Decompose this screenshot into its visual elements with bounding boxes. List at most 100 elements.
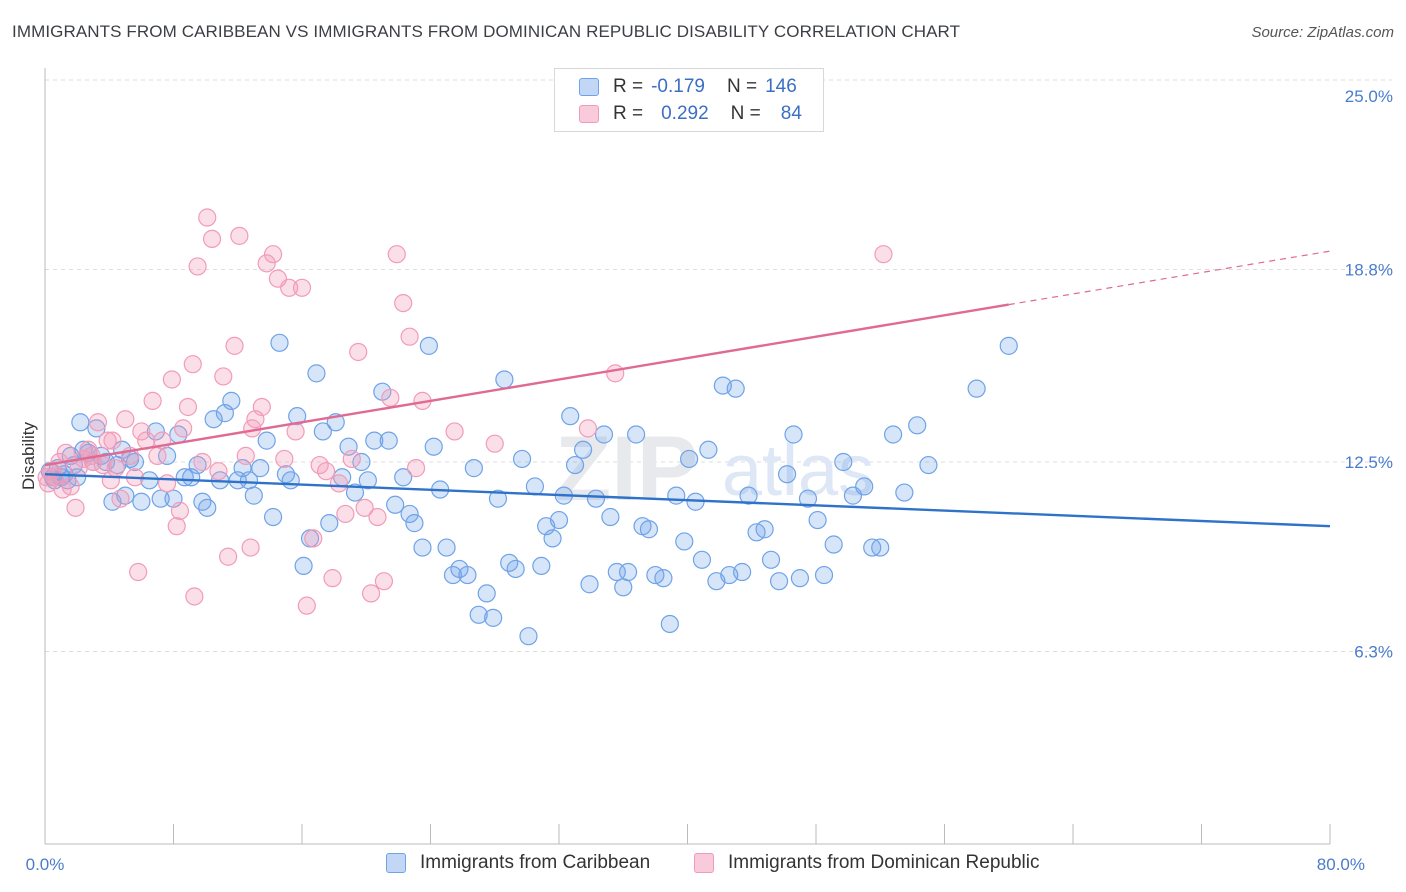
point-caribbean (586, 489, 606, 508)
point-caribbean (405, 514, 424, 533)
point-caribbean (660, 614, 679, 634)
legend-r-label: R = (613, 103, 644, 124)
point-dominican (263, 245, 283, 264)
point-dominican (103, 431, 122, 450)
point-caribbean (495, 370, 514, 389)
point-caribbean (288, 407, 307, 426)
point-caribbean (125, 452, 145, 472)
point-caribbean (834, 452, 853, 472)
point-caribbean (769, 572, 789, 591)
legend-row-dominican: R = 0.292 N = 84 (579, 102, 802, 126)
point-dominican (252, 397, 271, 417)
point-dominican (129, 562, 148, 582)
point-dominican (275, 449, 294, 469)
point-caribbean (525, 477, 545, 496)
point-caribbean (967, 379, 986, 398)
point-dominican (106, 459, 125, 478)
point-caribbean (424, 437, 443, 456)
point-caribbean (419, 336, 438, 355)
legend-swatch-dominican (579, 105, 599, 123)
point-caribbean (484, 608, 503, 627)
legend-label-caribbean: Immigrants from Caribbean (420, 852, 651, 873)
point-caribbean (386, 495, 405, 514)
legend-swatch-dominican (694, 853, 714, 873)
point-caribbean (281, 471, 300, 490)
point-caribbean (855, 477, 874, 496)
point-dominican (143, 391, 162, 410)
point-caribbean (601, 507, 620, 527)
legend-item-caribbean: Immigrants from Caribbean (386, 852, 650, 874)
point-caribbean (883, 425, 903, 444)
point-dominican (606, 364, 625, 383)
point-dominican (167, 517, 186, 536)
point-caribbean (175, 468, 194, 487)
point-caribbean (469, 605, 488, 624)
chart-source: Source: ZipAtlas.com (1251, 24, 1394, 41)
trend-line-dominican (44, 303, 1009, 467)
correlation-legend: R = -0.179 N = 146 R = 0.292 N = 84 (554, 68, 824, 132)
point-caribbean (573, 440, 593, 459)
legend-n-label: N = (726, 76, 758, 97)
point-caribbean (358, 471, 377, 490)
point-caribbean (270, 333, 289, 352)
point-caribbean (824, 535, 843, 554)
y-tick-label: 25.0% (1345, 87, 1393, 106)
legend-n-value: 146 (765, 76, 797, 97)
point-dominican (257, 254, 276, 273)
legend-r-value: -0.179 (651, 76, 705, 97)
point-caribbean (512, 449, 532, 469)
point-dominican (578, 419, 598, 438)
point-caribbean (257, 431, 276, 450)
point-caribbean (680, 449, 699, 469)
point-caribbean (777, 465, 797, 484)
trend-lines (44, 250, 1331, 528)
point-caribbean (263, 507, 283, 527)
y-tick-label: 6.3% (1354, 642, 1393, 661)
point-caribbean (307, 364, 326, 383)
point-caribbean (739, 486, 758, 505)
point-dominican (349, 342, 368, 362)
x-tick-label: 0.0% (26, 855, 65, 874)
point-dominican (56, 443, 75, 462)
point-dominican (280, 278, 299, 297)
point-dominican (387, 245, 406, 264)
legend-swatch-caribbean (386, 853, 406, 873)
point-dominican (66, 498, 85, 517)
point-caribbean (699, 440, 718, 459)
point-dominican (336, 504, 355, 524)
point-caribbean (784, 425, 803, 444)
point-caribbean (151, 489, 170, 508)
trend-line-caribbean (44, 473, 1331, 528)
legend-r-value: 0.292 (661, 103, 709, 124)
chart-title: IMMIGRANTS FROM CARIBBEAN VS IMMIGRANTS … (12, 22, 961, 41)
point-dominican (183, 355, 202, 374)
point-caribbean (654, 569, 673, 588)
legend-n-label: N = (730, 103, 761, 124)
point-caribbean (222, 391, 241, 410)
point-dominican (202, 229, 222, 249)
point-dominican (219, 547, 238, 566)
point-caribbean (726, 379, 745, 398)
point-caribbean (667, 486, 686, 505)
point-caribbean (365, 431, 384, 450)
point-caribbean (755, 520, 774, 539)
series-dominican-points (37, 98, 893, 615)
point-caribbean (506, 559, 525, 579)
point-caribbean (488, 489, 508, 508)
point-dominican (111, 489, 130, 508)
point-caribbean (543, 529, 562, 548)
point-dominican (342, 449, 361, 469)
point-dominican (214, 367, 233, 386)
point-dominican (178, 397, 198, 417)
point-caribbean (814, 565, 834, 585)
point-caribbean (313, 422, 332, 441)
point-caribbean (140, 471, 159, 490)
point-caribbean (532, 556, 551, 576)
point-caribbean (244, 486, 263, 505)
series-caribbean-points (40, 333, 1018, 646)
point-caribbean (999, 336, 1018, 355)
point-dominican (485, 434, 504, 453)
point-caribbean (204, 410, 223, 429)
point-dominican (355, 498, 374, 517)
point-caribbean (798, 489, 818, 508)
